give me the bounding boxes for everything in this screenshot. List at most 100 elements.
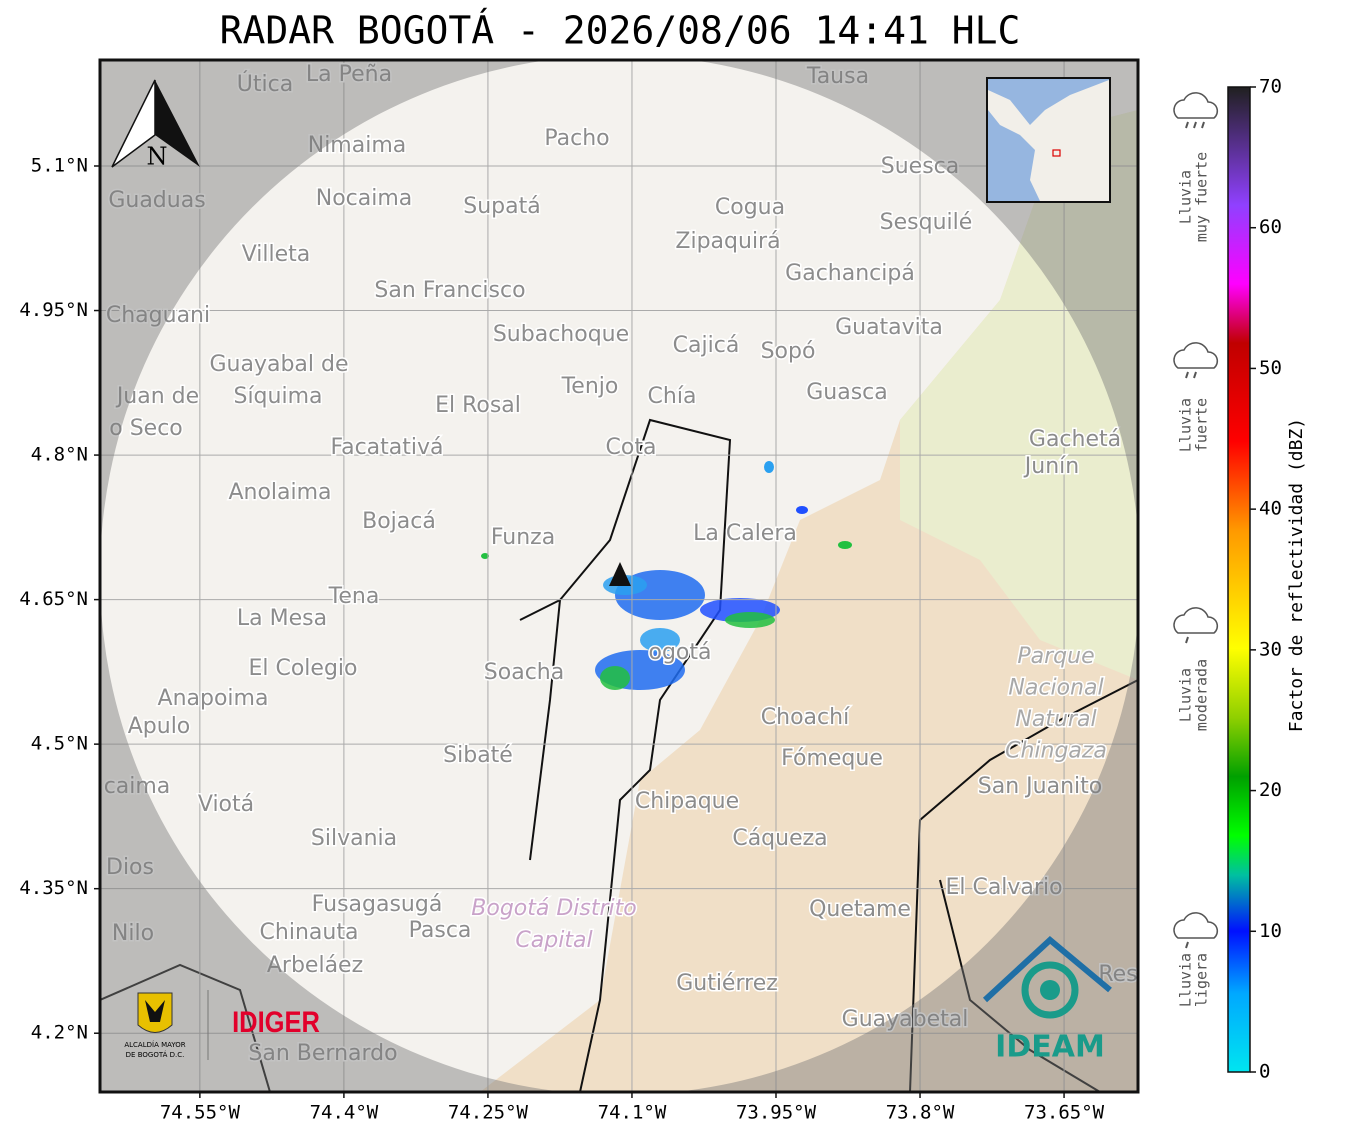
x-tick-label: 74.25°W <box>448 1102 529 1124</box>
rain-drop <box>1201 121 1205 129</box>
inset-map <box>986 77 1111 203</box>
place-label: Sopó <box>761 339 816 364</box>
place-label: Choachí <box>761 705 850 730</box>
place-label: Apulo <box>128 714 191 739</box>
rain-level-label: Lluvia <box>1177 170 1195 224</box>
place-label: Guasca <box>806 380 888 405</box>
place-label: Pacho <box>544 126 609 151</box>
place-label: Tausa <box>806 64 869 89</box>
place-label: El Calvario <box>945 875 1062 900</box>
rain-drop <box>1185 636 1189 644</box>
place-label: Gachetá <box>1029 427 1121 452</box>
x-tick-label: 74.4°W <box>310 1102 379 1124</box>
rain-drop <box>1193 121 1197 129</box>
place-label: La Mesa <box>237 606 327 631</box>
rain-level-label: ligera <box>1193 953 1211 1007</box>
place-label: Villeta <box>242 242 311 267</box>
map-frame <box>98 58 1140 1094</box>
rain-icon <box>1173 92 1219 119</box>
alcaldia-logo: ALCALDÍA MAYOR DE BOGOTÁ D.C. IDIGER <box>124 990 320 1060</box>
ideam-text: IDEAM <box>995 1030 1105 1065</box>
place-label: Gachancipá <box>785 261 915 286</box>
place-label: Bojacá <box>362 509 436 534</box>
rain-level-label: fuerte <box>1193 398 1211 452</box>
place-label: La Calera <box>693 521 797 546</box>
rain-drop <box>1185 121 1189 129</box>
park-label: Chingaza <box>1005 739 1107 764</box>
rain-level-label: muy fuerte <box>1193 152 1211 242</box>
place-label: San Juanito <box>978 774 1102 799</box>
y-tick-label: 4.65°N <box>19 588 88 610</box>
grid <box>100 60 1138 1092</box>
place-label: Nocaima <box>316 186 413 211</box>
place-label: Tena <box>328 584 380 609</box>
place-label: El Rosal <box>435 393 521 418</box>
y-tick-label: 4.2°N <box>31 1022 88 1044</box>
place-label: Pasca <box>409 918 472 943</box>
place-label: Fómeque <box>781 746 883 771</box>
place-label: Quetame <box>809 897 911 922</box>
place-label: Anolaima <box>228 480 331 505</box>
place-label: Chipaque <box>635 789 739 814</box>
place-label: caima <box>104 774 171 799</box>
place-label: Chinauta <box>260 920 359 945</box>
place-label: Suesca <box>881 154 959 179</box>
colorbar <box>1227 86 1251 1073</box>
place-label: Nimaima <box>308 133 407 158</box>
rain-level-label: Lluvia <box>1177 953 1195 1007</box>
x-tick-label: 74.55°W <box>160 1102 241 1124</box>
place-label: Cajicá <box>673 333 740 358</box>
place-label: Dios <box>106 855 154 880</box>
alcaldia-text: ALCALDÍA MAYOR <box>124 1040 185 1049</box>
x-tick-label: 73.95°W <box>736 1102 817 1124</box>
colorbar-label: Factor de reflectividad (dBZ) <box>1286 418 1307 732</box>
x-tick-label: 73.65°W <box>1024 1102 1105 1124</box>
colorbar-tick-label: 30 <box>1259 638 1282 660</box>
y-tick-label: 4.5°N <box>31 733 88 755</box>
place-label: ogotá <box>649 640 712 665</box>
ideam-logo: IDEAM <box>982 936 1112 1065</box>
y-tick-label: 5.1°N <box>31 154 88 176</box>
place-label: Supatá <box>463 194 540 219</box>
place-label: o Seco <box>109 416 183 441</box>
place-label: Sibaté <box>443 743 513 768</box>
x-tick-label: 74.1°W <box>598 1102 667 1124</box>
place-label: Soacha <box>484 660 564 685</box>
place-label: San Francisco <box>374 278 525 303</box>
forest <box>900 110 1138 680</box>
place-label: Zipaquirá <box>675 229 780 254</box>
place-label: Útica <box>237 71 293 97</box>
colorbar-tick-label: 60 <box>1259 216 1282 238</box>
park-label: Nacional <box>1008 676 1103 701</box>
alcaldia-text: DE BOGOTÁ D.C. <box>126 1050 185 1059</box>
colorbar-tick-label: 50 <box>1259 357 1282 379</box>
colorbar-tick-label: 0 <box>1259 1061 1270 1083</box>
place-label: Arbeláez <box>267 953 363 978</box>
place-label: El Colegio <box>248 656 357 681</box>
place-label: Facatativá <box>330 435 443 460</box>
place-label: Guaduas <box>108 188 205 213</box>
y-tick-label: 4.95°N <box>19 299 88 321</box>
place-label: Nilo <box>112 921 154 946</box>
y-tick-label: 4.8°N <box>31 444 88 466</box>
place-label: Anapoima <box>158 686 269 711</box>
rain-level-label: Lluvia <box>1177 668 1195 722</box>
rain-level-label: Lluvia <box>1177 398 1195 452</box>
place-label: Gutiérrez <box>676 971 778 996</box>
rain-level-label: moderada <box>1193 659 1211 731</box>
place-label: Tenjo <box>561 374 619 399</box>
rain-drop <box>1185 941 1189 949</box>
place-label: La Peña <box>306 62 392 87</box>
rain-icon <box>1173 342 1219 369</box>
boundary <box>100 963 271 1092</box>
place-label: Chaguani <box>106 303 210 328</box>
title: RADAR BOGOTÁ - 2026/08/06 14:41 HLC <box>220 9 1021 53</box>
place-label: Cogua <box>715 195 785 220</box>
place-label: Guatavita <box>835 315 943 340</box>
y-tick-label: 4.35°N <box>19 877 88 899</box>
place-label: Sesquilé <box>880 210 973 235</box>
boundary <box>909 679 1138 1092</box>
rain-icon <box>1173 607 1219 634</box>
